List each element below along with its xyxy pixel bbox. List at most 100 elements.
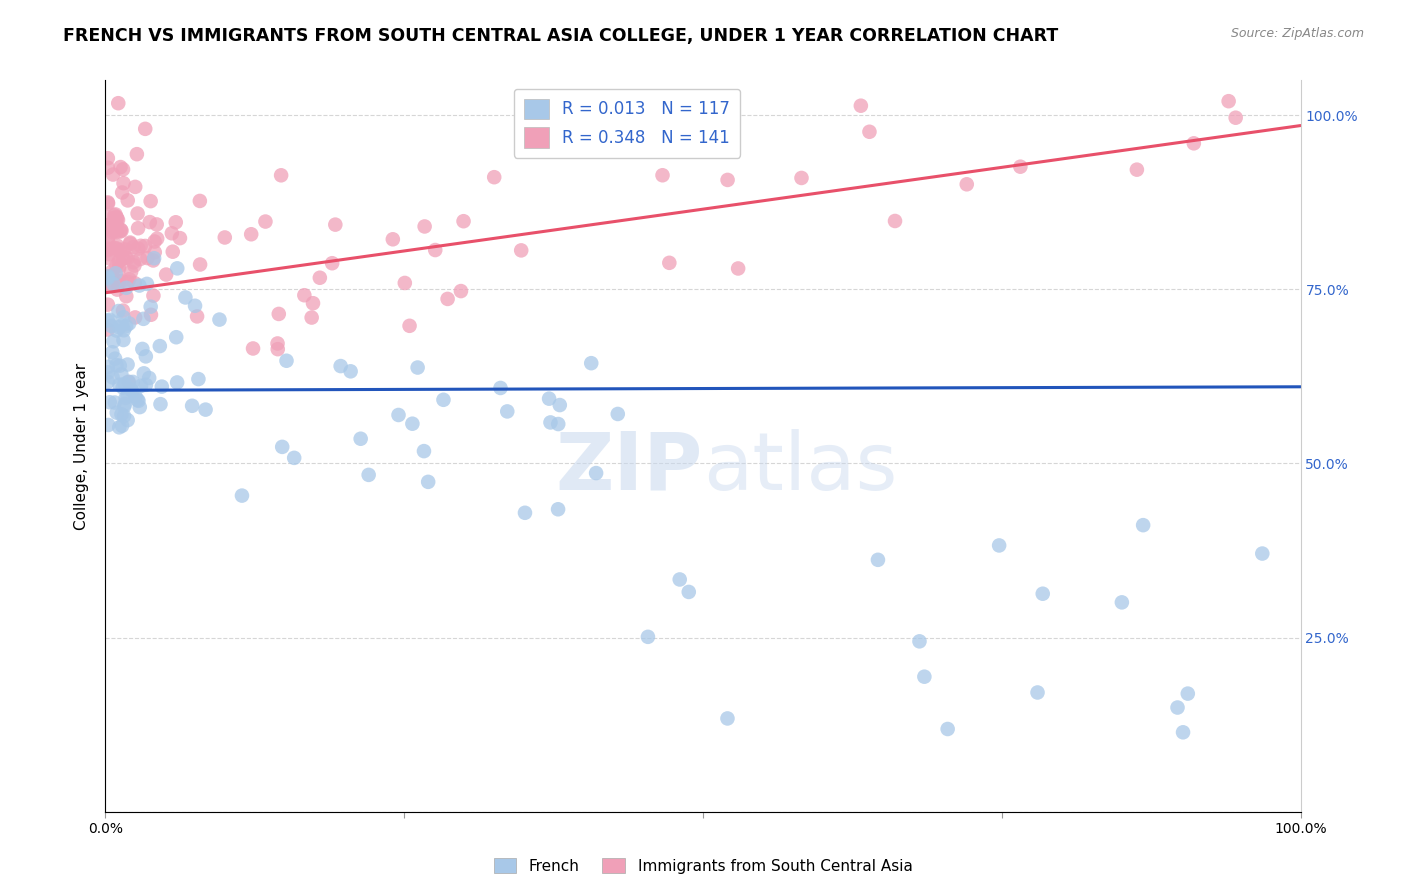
Point: [547, 417, 569, 431]
Point: [187, 372, 209, 386]
Point: [103, 224, 125, 238]
Point: [97, 277, 120, 291]
Point: [104, 266, 127, 280]
Text: ZIP: ZIP: [555, 429, 703, 507]
Point: [107, 96, 129, 111]
Point: [101, 226, 124, 240]
Point: [117, 194, 139, 208]
Point: [97, 219, 120, 233]
Point: [668, 573, 690, 587]
Point: [120, 236, 142, 251]
Point: [105, 324, 128, 338]
Y-axis label: College, Under 1 year: College, Under 1 year: [75, 362, 90, 530]
Point: [678, 585, 700, 599]
Point: [111, 186, 134, 200]
Point: [105, 218, 128, 232]
Point: [858, 125, 880, 139]
Point: [105, 211, 128, 226]
Point: [101, 370, 124, 384]
Point: [292, 288, 315, 302]
Point: [112, 242, 135, 256]
Point: [1010, 160, 1032, 174]
Point: [329, 359, 352, 373]
Point: [103, 241, 125, 255]
Point: [97, 269, 120, 284]
Point: [108, 244, 131, 258]
Point: [117, 375, 139, 389]
Point: [101, 168, 124, 182]
Point: [1126, 162, 1149, 177]
Point: [538, 392, 561, 406]
Point: [143, 252, 166, 266]
Point: [125, 147, 148, 161]
Legend: R = 0.013   N = 117, R = 0.348   N = 141: R = 0.013 N = 117, R = 0.348 N = 141: [515, 88, 741, 158]
Point: [114, 376, 136, 391]
Point: [97, 235, 120, 249]
Point: [103, 334, 125, 349]
Point: [135, 377, 157, 392]
Point: [97, 196, 120, 211]
Point: [104, 395, 127, 409]
Point: [108, 320, 131, 334]
Point: [727, 261, 749, 276]
Point: [174, 290, 197, 304]
Point: [301, 310, 323, 325]
Point: [231, 489, 253, 503]
Point: [112, 400, 135, 414]
Point: [110, 407, 132, 421]
Text: FRENCH VS IMMIGRANTS FROM SOUTH CENTRAL ASIA COLLEGE, UNDER 1 YEAR CORRELATION C: FRENCH VS IMMIGRANTS FROM SOUTH CENTRAL …: [63, 27, 1059, 45]
Point: [98, 247, 121, 261]
Point: [97, 161, 120, 175]
Point: [105, 217, 128, 231]
Point: [97, 243, 120, 257]
Point: [100, 318, 122, 333]
Point: [112, 409, 135, 423]
Point: [120, 382, 142, 396]
Point: [97, 314, 120, 328]
Point: [254, 214, 277, 228]
Point: [98, 313, 121, 327]
Point: [117, 358, 139, 372]
Point: [115, 289, 138, 303]
Point: [413, 444, 436, 458]
Point: [350, 432, 373, 446]
Point: [105, 242, 128, 256]
Point: [97, 298, 120, 312]
Point: [111, 418, 134, 433]
Point: [112, 323, 135, 337]
Point: [97, 359, 120, 374]
Point: [142, 253, 165, 268]
Point: [117, 389, 139, 403]
Point: [513, 506, 536, 520]
Point: [132, 311, 155, 326]
Point: [111, 380, 134, 394]
Point: [387, 408, 409, 422]
Point: [166, 376, 188, 390]
Point: [150, 379, 173, 393]
Point: [115, 319, 138, 334]
Point: [105, 283, 128, 297]
Point: [165, 215, 187, 229]
Point: [127, 221, 149, 235]
Point: [658, 256, 681, 270]
Point: [114, 391, 136, 405]
Point: [146, 232, 169, 246]
Point: [103, 277, 125, 291]
Point: [108, 274, 131, 288]
Text: Source: ZipAtlas.com: Source: ZipAtlas.com: [1230, 27, 1364, 40]
Point: [103, 208, 125, 222]
Point: [114, 250, 136, 264]
Point: [129, 379, 152, 393]
Point: [381, 232, 404, 246]
Point: [394, 276, 416, 290]
Point: [100, 219, 122, 234]
Point: [145, 218, 167, 232]
Point: [97, 375, 120, 389]
Point: [101, 268, 124, 283]
Point: [1026, 685, 1049, 699]
Point: [136, 251, 159, 265]
Point: [108, 420, 131, 434]
Point: [139, 300, 162, 314]
Point: [124, 310, 146, 325]
Point: [143, 245, 166, 260]
